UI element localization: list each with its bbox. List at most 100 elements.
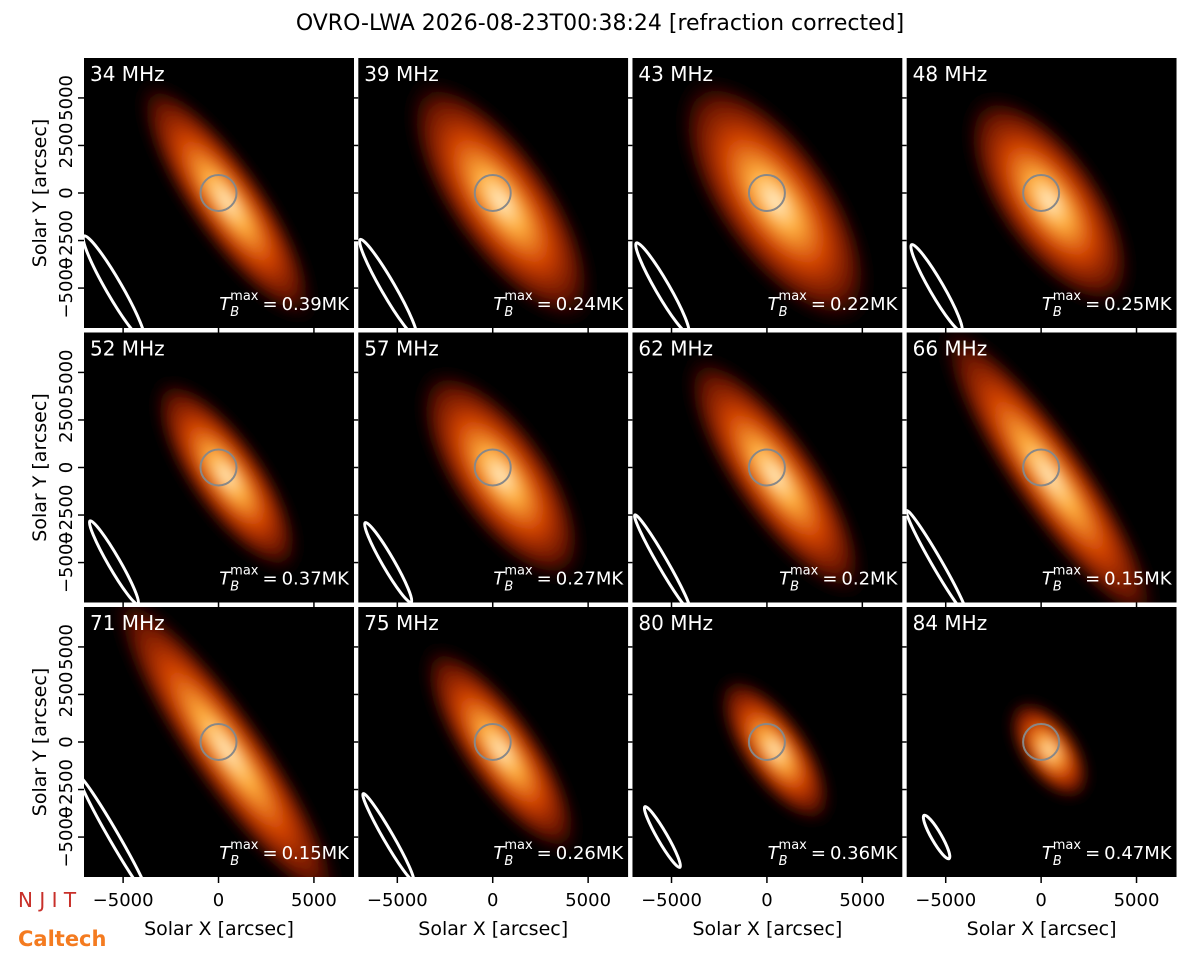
tb-sup: max xyxy=(504,564,533,579)
tb-sub: B xyxy=(230,305,239,320)
data-label: 0.2MK xyxy=(841,569,898,590)
tb-symbol: T xyxy=(219,843,232,864)
tb-eq: = xyxy=(262,843,277,864)
solar-disk xyxy=(747,723,786,761)
data-label: 0.24MK xyxy=(556,294,625,315)
tb-sup: max xyxy=(230,289,259,304)
data-label: 0.47MK xyxy=(1104,843,1173,864)
tb-max-label: TBmax = 0.27MK xyxy=(493,564,624,595)
beam xyxy=(87,519,141,603)
tb-sub: B xyxy=(504,854,513,869)
tb-sub: B xyxy=(504,305,513,320)
tb-sup: max xyxy=(779,289,808,304)
tb-eq: = xyxy=(537,843,552,864)
y-tick-label: 5000 xyxy=(56,350,77,396)
solar-disk xyxy=(747,448,786,487)
beam xyxy=(361,792,416,877)
x-tick-label: 0 xyxy=(487,890,498,911)
x-tick-label: −5000 xyxy=(641,890,702,911)
beam xyxy=(634,241,691,328)
tb-sup: max xyxy=(504,289,533,304)
logo-caltech: Caltech xyxy=(18,927,106,951)
frequency-label: 84 MHz xyxy=(913,611,988,635)
panel xyxy=(906,332,1177,603)
tb-symbol: T xyxy=(493,843,506,864)
tb-sup: max xyxy=(779,838,808,853)
tb-max-label: TBmax = 0.2MK xyxy=(779,564,899,595)
tb-max-label: TBmax = 0.15MK xyxy=(219,838,350,869)
panel xyxy=(84,332,354,603)
panel xyxy=(906,607,1177,877)
tb-eq: = xyxy=(822,569,837,590)
x-axis-label: Solar X [arcsec] xyxy=(692,918,842,940)
beam xyxy=(358,237,419,328)
data-label: 0.26MK xyxy=(556,843,625,864)
x-tick-label: −5000 xyxy=(93,890,154,911)
emission-image xyxy=(150,374,303,577)
tb-sup: max xyxy=(790,564,819,579)
y-tick-label: 2500 xyxy=(56,123,77,169)
tb-eq: = xyxy=(537,569,552,590)
beam xyxy=(909,243,964,328)
panel xyxy=(632,607,903,877)
emission-image xyxy=(935,332,1163,603)
x-tick-label: 5000 xyxy=(291,890,337,911)
tb-symbol: T xyxy=(768,843,781,864)
solar-disk xyxy=(1022,174,1061,212)
solar-disk xyxy=(747,174,786,212)
tb-eq: = xyxy=(1085,294,1100,315)
tb-symbol: T xyxy=(219,569,232,590)
tb-sub: B xyxy=(790,580,799,595)
panel xyxy=(358,58,629,328)
tb-max-label: TBmax = 0.47MK xyxy=(1042,838,1173,869)
tb-sup: max xyxy=(1053,289,1082,304)
y-tick-label: 0 xyxy=(56,187,77,198)
tb-sub: B xyxy=(504,580,513,595)
emission-image xyxy=(107,607,346,877)
tb-max-label: TBmax = 0.22MK xyxy=(768,289,899,320)
x-axis-label: Solar X [arcsec] xyxy=(967,918,1117,940)
x-axis-label: Solar X [arcsec] xyxy=(144,918,294,940)
emission-image xyxy=(715,673,834,827)
solar-disk xyxy=(473,723,512,761)
solar-disk xyxy=(199,448,238,487)
beam xyxy=(84,234,147,328)
tb-symbol: T xyxy=(1042,294,1055,315)
solar-disk xyxy=(1022,448,1061,487)
beam xyxy=(906,508,969,603)
tb-sub: B xyxy=(779,854,788,869)
solar-disk xyxy=(199,174,238,212)
chart-title: OVRO-LWA 2026-08-23T00:38:24 [refraction… xyxy=(296,11,904,36)
solar-disk xyxy=(473,448,512,487)
tb-eq: = xyxy=(1085,569,1100,590)
y-tick-label: −2500 xyxy=(56,759,77,820)
tb-max-label: TBmax = 0.36MK xyxy=(768,838,899,869)
emission-image xyxy=(419,641,583,859)
y-tick-label: −2500 xyxy=(56,210,77,271)
x-tick-label: −5000 xyxy=(367,890,428,911)
beam xyxy=(642,805,682,869)
emission-image xyxy=(962,89,1137,313)
tb-sub: B xyxy=(1053,580,1062,595)
y-tick-label: 0 xyxy=(56,736,77,747)
tb-sub: B xyxy=(1053,305,1062,320)
data-label: 0.27MK xyxy=(556,569,625,590)
tb-symbol: T xyxy=(493,569,506,590)
emission-image xyxy=(414,364,587,587)
x-tick-label: 5000 xyxy=(1114,890,1160,911)
tb-sub: B xyxy=(230,854,239,869)
frequency-label: 48 MHz xyxy=(913,62,988,86)
tb-eq: = xyxy=(537,294,552,315)
tb-eq: = xyxy=(811,843,826,864)
beam xyxy=(921,813,952,861)
panel xyxy=(84,58,354,328)
y-axis-label: Solar Y [arcsec] xyxy=(29,668,51,816)
frequency-label: 39 MHz xyxy=(364,62,439,86)
tb-max-label: TBmax = 0.26MK xyxy=(493,838,624,869)
x-tick-label: 0 xyxy=(1035,890,1046,911)
panel xyxy=(358,607,629,877)
beam xyxy=(84,774,151,877)
tb-max-label: TBmax = 0.24MK xyxy=(493,289,624,320)
emission-image xyxy=(134,76,319,326)
